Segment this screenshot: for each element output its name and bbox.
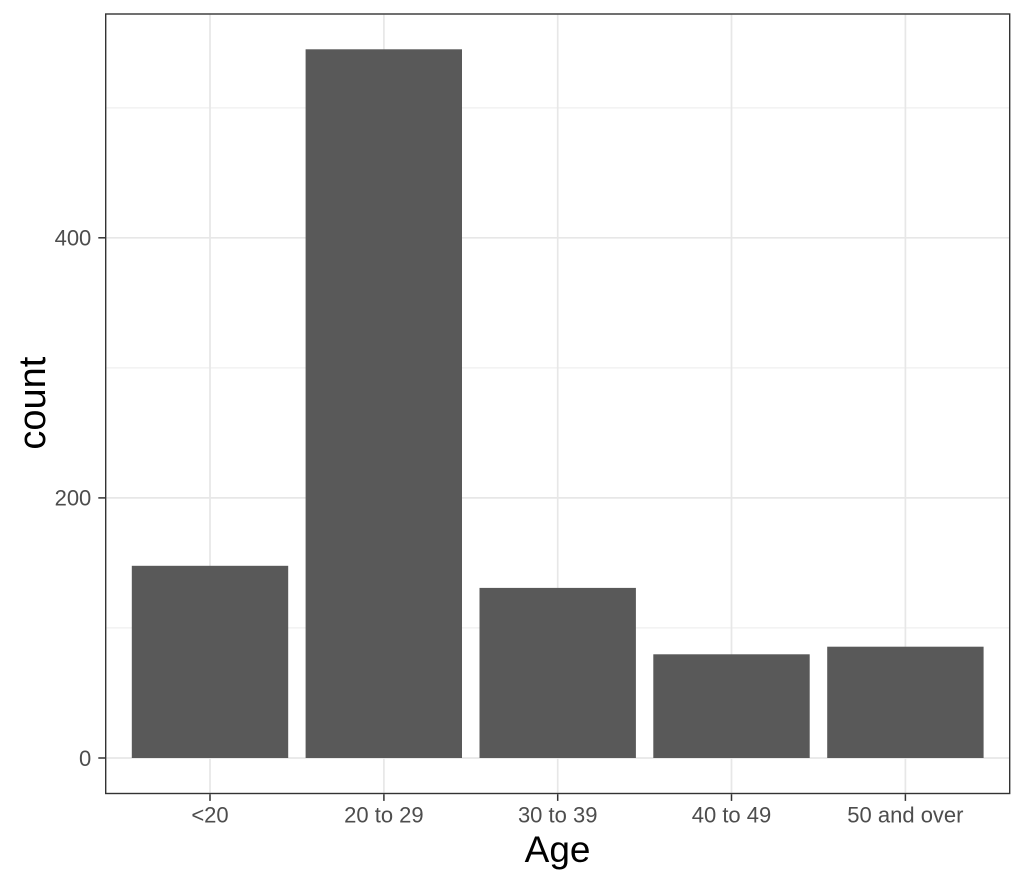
svg-text:30 to 39: 30 to 39 (518, 803, 598, 828)
svg-text:200: 200 (55, 486, 92, 511)
svg-text:400: 400 (55, 226, 92, 251)
svg-text:<20: <20 (191, 803, 228, 828)
svg-text:50 and over: 50 and over (847, 803, 963, 828)
svg-text:Age: Age (525, 829, 591, 870)
svg-text:0: 0 (79, 746, 91, 771)
svg-text:count: count (12, 356, 54, 449)
svg-text:40 to 49: 40 to 49 (692, 803, 772, 828)
svg-text:20 to 29: 20 to 29 (344, 803, 424, 828)
